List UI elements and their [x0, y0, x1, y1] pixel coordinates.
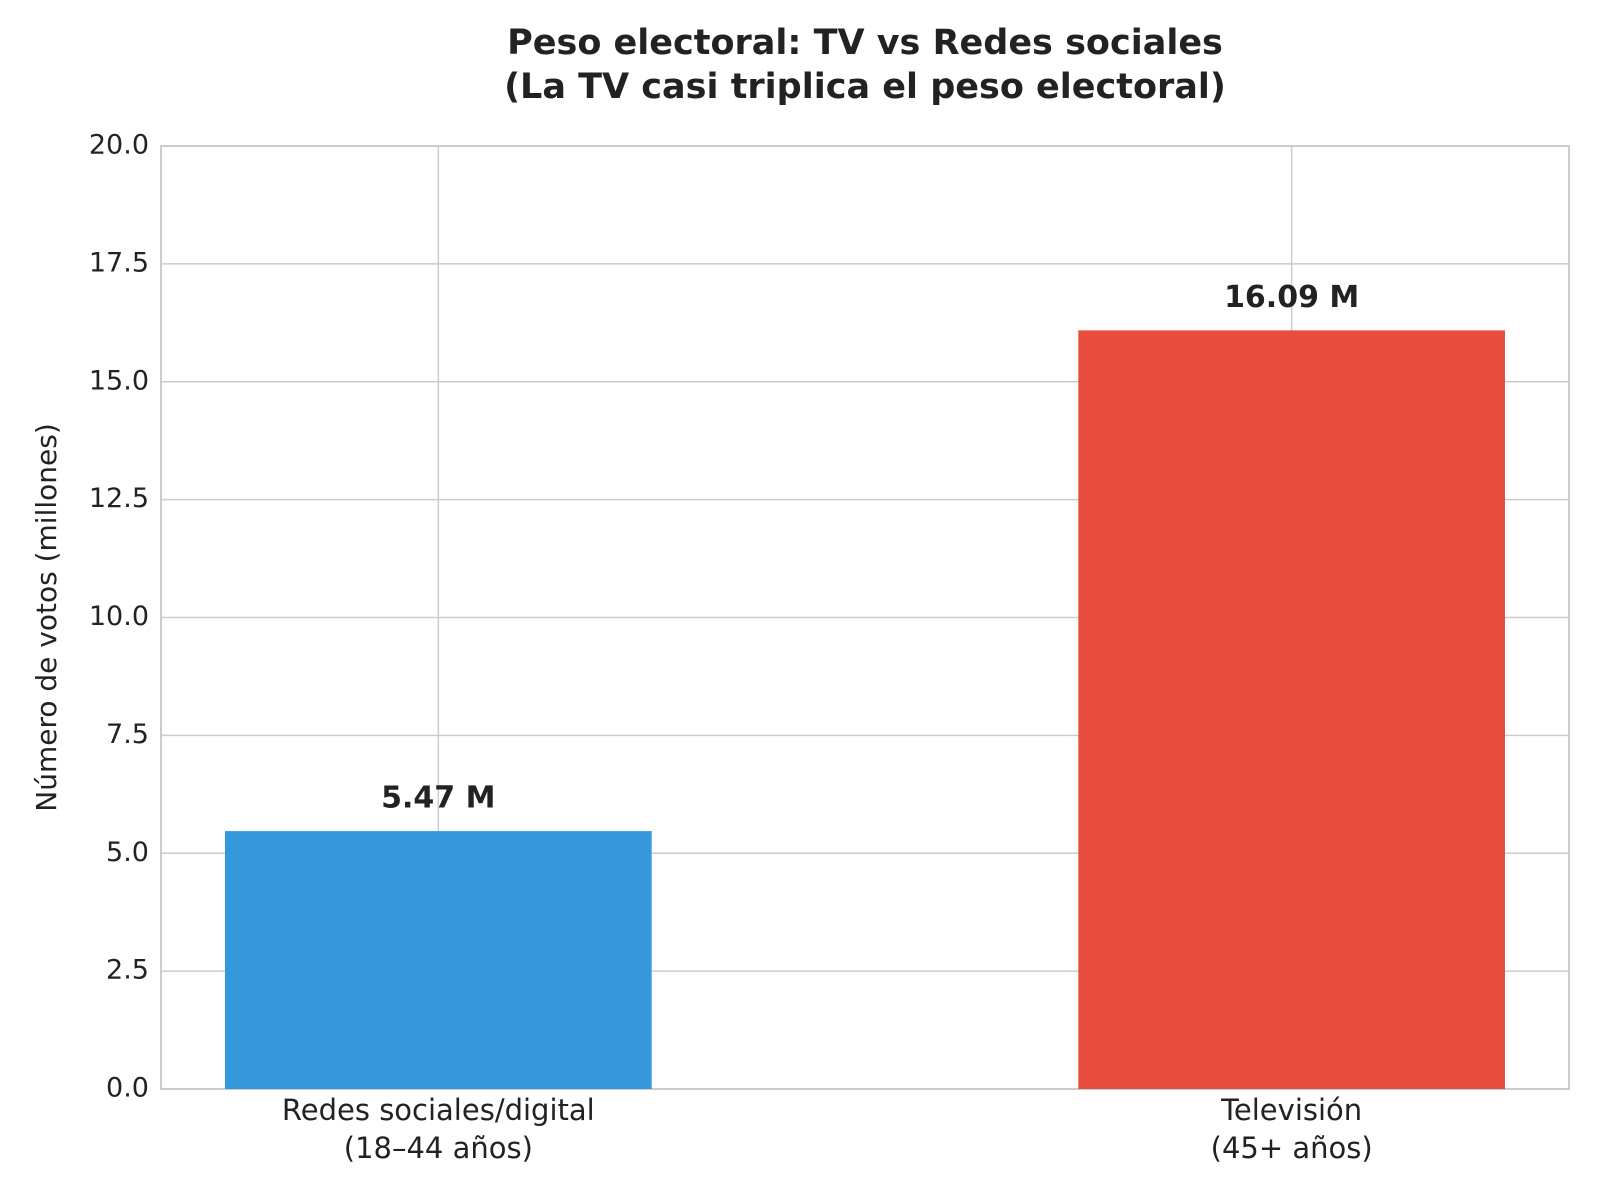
y-tick-label: 7.5: [106, 719, 149, 750]
value-label: 16.09 M: [1224, 280, 1359, 315]
y-tick-label: 0.0: [106, 1073, 149, 1104]
plot-frame: [160, 145, 1570, 1090]
y-tick-label: 12.5: [89, 483, 149, 514]
y-tick-label: 20.0: [89, 130, 149, 161]
y-tick-label: 15.0: [89, 365, 149, 396]
x-tick-label: Televisión (45+ años): [1210, 1093, 1373, 1165]
value-label: 5.47 M: [381, 781, 495, 816]
y-tick-label: 5.0: [106, 837, 149, 868]
bar: [1078, 330, 1505, 1089]
bar: [225, 831, 652, 1089]
x-tick-label: Redes sociales/digital (18–44 años): [281, 1093, 595, 1165]
y-axis-label: Número de votos (millones): [30, 423, 63, 811]
y-tick-label: 17.5: [89, 247, 149, 278]
y-tick-label: 2.5: [106, 955, 149, 986]
chart-title: Peso electoral: TV vs Redes sociales (La…: [504, 23, 1226, 107]
y-tick-label: 10.0: [89, 601, 149, 632]
